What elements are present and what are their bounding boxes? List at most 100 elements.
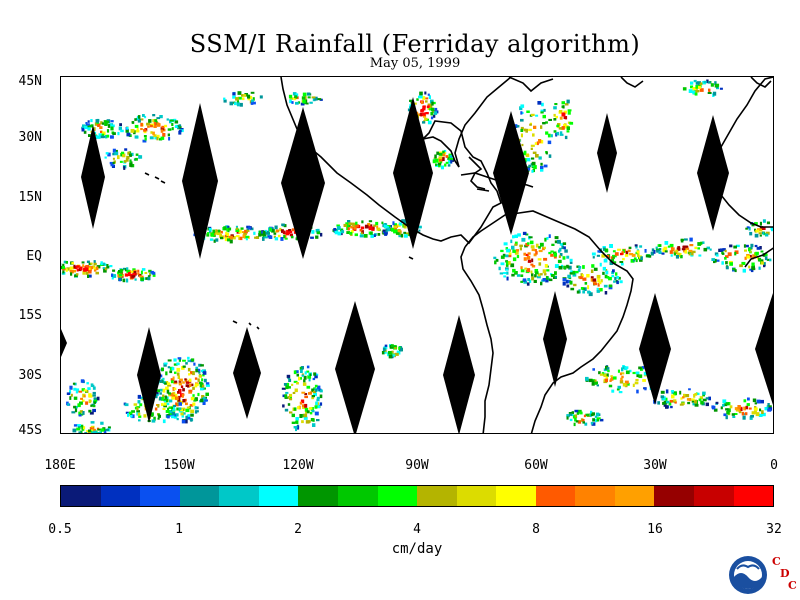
rain-pixel bbox=[748, 265, 751, 269]
rain-pixel bbox=[296, 373, 299, 377]
rain-pixel bbox=[526, 282, 530, 286]
rain-pixel bbox=[719, 87, 723, 90]
rain-pixel bbox=[142, 114, 145, 117]
rain-pixel bbox=[582, 290, 585, 294]
rain-pixel bbox=[619, 280, 623, 284]
rain-pixel bbox=[134, 157, 138, 161]
rain-pixel bbox=[129, 153, 132, 157]
rain-pixel bbox=[594, 381, 598, 385]
rain-pixel bbox=[299, 414, 303, 418]
rain-pixel bbox=[246, 228, 250, 231]
rain-pixel bbox=[178, 124, 182, 127]
rain-pixel bbox=[170, 406, 174, 410]
colorbar-swatch bbox=[258, 486, 299, 506]
rain-pixel bbox=[603, 368, 608, 372]
rain-pixel bbox=[443, 151, 447, 155]
rain-pixel bbox=[127, 274, 132, 277]
rain-pixel bbox=[172, 387, 175, 391]
rain-pixel bbox=[665, 397, 668, 401]
rain-pixel bbox=[251, 99, 254, 103]
rain-pixel bbox=[303, 416, 308, 420]
rain-pixel bbox=[625, 250, 629, 255]
rain-pixel bbox=[235, 97, 239, 101]
rain-pixel bbox=[543, 164, 548, 168]
rain-pixel bbox=[694, 403, 699, 407]
rain-pixel bbox=[129, 163, 133, 167]
rain-pixel bbox=[345, 222, 349, 227]
rain-pixel bbox=[681, 402, 685, 405]
rain-pixel bbox=[105, 120, 109, 124]
rain-pixel bbox=[293, 370, 297, 375]
rain-pixel bbox=[149, 124, 153, 128]
rain-pixel bbox=[751, 223, 755, 227]
rain-pixel bbox=[86, 382, 89, 385]
lat-label-30n: 30N bbox=[18, 130, 42, 145]
rain-pixel bbox=[579, 411, 583, 415]
rain-pixel bbox=[433, 111, 438, 115]
rain-pixel bbox=[85, 265, 90, 268]
rain-pixel bbox=[376, 225, 379, 229]
rain-pixel bbox=[574, 414, 578, 418]
rain-pixel bbox=[563, 116, 566, 119]
rain-pixel bbox=[409, 104, 412, 108]
rain-pixel bbox=[596, 417, 601, 420]
rain-pixel bbox=[112, 148, 116, 153]
rain-pixel bbox=[559, 243, 563, 246]
rain-pixel bbox=[689, 244, 694, 247]
rain-pixel bbox=[759, 408, 762, 412]
rain-pixel bbox=[540, 140, 544, 144]
rain-pixel bbox=[84, 432, 88, 433]
rain-pixel bbox=[106, 129, 110, 133]
rain-pixel bbox=[624, 254, 629, 257]
rain-pixel bbox=[354, 233, 358, 237]
rain-pixel bbox=[530, 147, 533, 150]
rain-pixel bbox=[297, 101, 301, 104]
rain-pixel bbox=[167, 359, 172, 362]
rain-pixel bbox=[735, 244, 740, 248]
rain-pixel bbox=[212, 229, 216, 234]
rain-pixel bbox=[427, 93, 430, 96]
rain-pixel bbox=[566, 126, 570, 130]
rain-pixel bbox=[673, 251, 676, 254]
rain-pixel bbox=[154, 136, 158, 140]
rain-pixel bbox=[608, 284, 613, 288]
rain-pixel bbox=[561, 112, 566, 117]
rain-pixel bbox=[655, 246, 658, 249]
rain-pixel bbox=[166, 389, 170, 394]
rain-pixel bbox=[578, 266, 582, 269]
rain-pixel bbox=[174, 393, 178, 397]
rain-pixel bbox=[262, 237, 265, 241]
rain-pixel bbox=[93, 260, 96, 264]
rain-pixel bbox=[88, 394, 93, 398]
rain-pixel bbox=[213, 239, 216, 243]
rain-pixel bbox=[427, 120, 432, 125]
rain-pixel bbox=[542, 269, 547, 274]
rain-pixel bbox=[309, 101, 313, 104]
rain-pixel bbox=[587, 290, 590, 294]
rain-pixel bbox=[644, 249, 647, 253]
rain-pixel bbox=[538, 262, 542, 266]
map-date: May 05, 1999 bbox=[369, 56, 461, 71]
rain-pixel bbox=[61, 265, 64, 270]
rain-pixel bbox=[181, 415, 184, 418]
rain-pixel bbox=[727, 408, 731, 413]
rain-pixel bbox=[243, 232, 247, 236]
rain-pixel bbox=[591, 252, 596, 256]
rain-pixel bbox=[284, 408, 289, 412]
rain-pixel bbox=[530, 245, 535, 249]
rain-pixel bbox=[554, 103, 558, 106]
rain-pixel bbox=[112, 157, 115, 160]
rain-pixel bbox=[593, 267, 598, 271]
rain-pixel bbox=[636, 250, 640, 254]
rain-pixel bbox=[503, 242, 508, 246]
rain-pixel bbox=[565, 103, 569, 106]
rain-pixel bbox=[86, 260, 90, 263]
rain-pixel bbox=[103, 120, 107, 123]
rain-pixel bbox=[759, 259, 764, 262]
rain-pixel bbox=[634, 381, 639, 385]
rain-pixel bbox=[107, 152, 111, 157]
rain-pixel bbox=[312, 423, 316, 427]
rain-pixel bbox=[622, 382, 627, 387]
rain-pixel bbox=[320, 232, 323, 237]
data-gap bbox=[137, 327, 161, 423]
